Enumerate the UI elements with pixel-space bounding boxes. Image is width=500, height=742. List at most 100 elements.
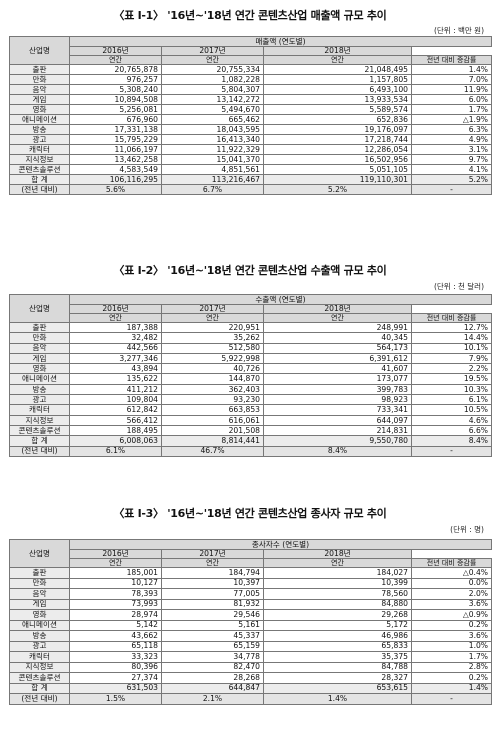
data-table: 산업명 종사자수 (연도별) 2016년 2017년 2018년 연간 연간 연간 전년 대비 … (9, 539, 493, 705)
column-header-change-rate: 전년 대비 증감률 (411, 313, 492, 323)
table-row: 출판 187,388 220,951 248,991 12.7% (9, 321, 492, 334)
column-header-industry: 산업명 (9, 539, 70, 568)
table-row: 음악 78,393 77,005 78,560 2.0% (9, 588, 493, 600)
row-label: 방송 (9, 124, 70, 135)
row-label: 애니메이션 (9, 114, 70, 125)
table-row: 애니메이션 5,142 5,161 5,172 0.2% (9, 619, 493, 631)
value-cell: 40,726 (161, 363, 264, 375)
value-cell: 81,932 (161, 598, 264, 610)
value-cell: 65,159 (161, 640, 264, 652)
value-cell: 46.7% (161, 445, 264, 457)
column-header-annual: 연간 (69, 313, 162, 323)
table-row: 애니메이션 135,622 144,870 173,077 19.5% (9, 373, 492, 385)
value-cell: 106,116,295 (69, 174, 162, 185)
value-cell: 16,413,340 (161, 134, 264, 145)
table-row: 콘텐츠솔루션 27,374 28,268 28,327 0.2% (9, 672, 493, 684)
change-rate-cell: 12.7% (411, 321, 492, 334)
value-cell: 10,399 (263, 577, 412, 589)
value-cell: 8,814,441 (161, 435, 264, 447)
value-cell: 644,847 (161, 682, 264, 694)
change-rate-cell: 3.6% (410, 630, 493, 642)
unit-label: (단위 : 백만 원) (433, 26, 484, 35)
change-rate-cell: 0.2% (410, 619, 493, 631)
change-rate-cell: 2.2% (411, 363, 492, 375)
value-cell: 84,880 (263, 598, 412, 610)
table-row: 캐릭터 612,842 663,853 733,341 10.5% (9, 404, 492, 416)
change-rate-cell: 5.2% (411, 174, 492, 185)
data-table: 산업명 매출액 (연도별) 2016년 2017년 2018년 연간 연간 연간 전년 대비 증… (9, 36, 492, 195)
value-cell: 27,374 (69, 672, 162, 684)
change-rate-cell: 7.9% (411, 352, 492, 365)
value-cell: 13,142,272 (161, 94, 264, 105)
change-rate-cell: 10.3% (411, 383, 492, 396)
table-row: 출판 20,765,878 20,755,334 21,048,495 1.4% (9, 64, 492, 75)
value-cell: 109,804 (69, 394, 162, 406)
value-cell: 9,550,780 (263, 435, 412, 447)
row-label: 음악 (9, 84, 70, 95)
value-cell: 78,393 (69, 588, 162, 600)
row-label: 출판 (9, 64, 70, 75)
row-label: 애니메이션 (9, 619, 70, 631)
row-label: 영화 (9, 609, 70, 621)
value-cell: 41,607 (263, 363, 412, 375)
column-header-annual: 연간 (263, 313, 412, 323)
table-row: 만화 10,127 10,397 10,399 0.0% (9, 577, 493, 589)
value-cell: 173,077 (263, 373, 412, 385)
value-cell: 20,765,878 (69, 64, 162, 75)
value-cell: 5,142 (69, 619, 162, 631)
change-rate-cell: 3.1% (411, 144, 492, 155)
value-cell: 362,403 (161, 383, 264, 396)
value-cell: 35,262 (161, 332, 264, 344)
value-cell: 13,462,258 (69, 154, 162, 165)
change-rate-cell: - (411, 445, 492, 457)
table-title: 〈표 Ⅰ-3〉 '16년~'18년 연간 콘텐츠산업 종사자 규모 추이 (113, 507, 387, 520)
row-label: 합 계 (9, 682, 70, 694)
change-rate-cell: 6.1% (411, 394, 492, 406)
value-cell: 5.2% (263, 184, 412, 195)
value-cell: 5,172 (263, 619, 412, 631)
column-header-year: 2017년 (161, 549, 264, 559)
table-row: 지식정보 566,412 616,061 644,097 4.6% (9, 414, 492, 426)
change-rate-cell: - (410, 693, 493, 705)
value-cell: 5,494,670 (161, 104, 264, 115)
change-rate-cell: 1.0% (410, 640, 493, 652)
value-cell: 663,853 (161, 404, 264, 416)
row-label: 음악 (9, 342, 70, 354)
value-cell: 188,495 (69, 424, 162, 437)
value-cell: 43,894 (69, 363, 162, 375)
row-label: 광고 (9, 640, 70, 652)
value-cell: 119,110,301 (263, 174, 412, 185)
value-cell: 5,308,240 (69, 84, 162, 95)
column-header-year: 2016년 (69, 549, 162, 559)
column-header-annual: 연간 (161, 55, 264, 65)
change-rate-cell: 0.2% (410, 672, 493, 684)
change-rate-cell: 14.4% (411, 332, 492, 344)
table-row: 영화 43,894 40,726 41,607 2.2% (9, 363, 492, 375)
value-cell: 21,048,495 (263, 64, 412, 75)
row-label: 지식정보 (9, 414, 70, 426)
change-rate-cell: 6.3% (411, 124, 492, 135)
row-label: 게임 (9, 352, 70, 365)
value-cell: 1,157,805 (263, 74, 412, 85)
value-cell: 8.4% (263, 445, 412, 457)
row-label: 콘텐츠솔루션 (9, 424, 70, 437)
value-cell: 1.5% (69, 693, 162, 705)
table-row: 캐릭터 33,323 34,778 35,375 1.7% (9, 651, 493, 663)
column-header-year: 2018년 (263, 304, 412, 314)
value-cell: 2.1% (161, 693, 264, 705)
value-cell: 10,127 (69, 577, 162, 589)
value-cell: 612,842 (69, 404, 162, 416)
row-label: 게임 (9, 94, 70, 105)
table-row: 광고 15,795,229 16,413,340 17,218,744 4.9% (9, 134, 492, 145)
change-rate-cell: 4.9% (411, 134, 492, 145)
row-label: 출판 (9, 321, 70, 334)
column-header-group: 종사자수 (연도별) (68, 539, 493, 550)
value-cell: 184,027 (263, 567, 412, 579)
change-rate-cell: 7.0% (411, 74, 492, 85)
value-cell: 28,268 (161, 672, 264, 684)
row-label: 광고 (9, 394, 70, 406)
table-title: 〈표 Ⅰ-2〉 '16년~'18년 연간 콘텐츠산업 수출액 규모 추이 (113, 264, 387, 277)
value-cell: 11,922,329 (161, 144, 264, 155)
table-row: 광고 65,118 65,159 65,833 1.0% (9, 640, 493, 652)
value-cell: 13,933,534 (263, 94, 412, 105)
